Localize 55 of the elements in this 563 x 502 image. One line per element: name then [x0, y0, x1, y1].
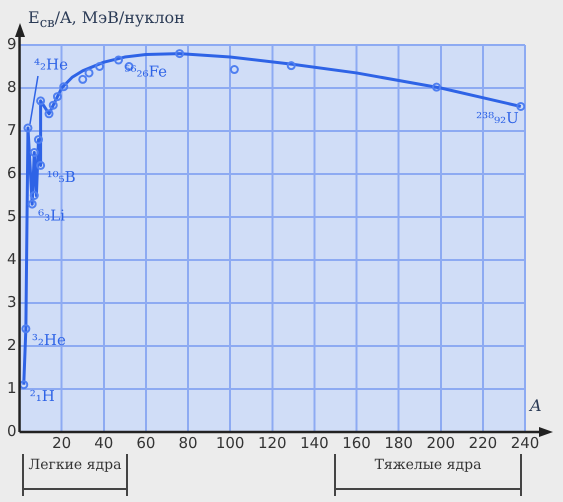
point — [230, 65, 239, 74]
y-tick-label: 9 — [6, 34, 17, 53]
y-tick-label: 6 — [6, 164, 17, 182]
point — [36, 96, 46, 106]
x-tick-label: 100 — [216, 434, 244, 452]
point — [48, 100, 58, 110]
point — [95, 62, 104, 71]
point — [114, 56, 124, 65]
annotation: ²₁H — [30, 387, 55, 406]
x-tick-label: 200 — [426, 434, 456, 452]
y-tick-label: 4 — [6, 250, 17, 268]
y-tick-label: 0 — [6, 422, 17, 440]
point — [30, 191, 39, 200]
point — [44, 109, 54, 118]
y-tick-label: 3 — [6, 292, 17, 311]
point — [78, 74, 88, 84]
y-tick-label: 2 — [6, 336, 17, 354]
x-tick-label: 160 — [342, 434, 371, 452]
annotation: ⁵⁶₂₆Fe — [124, 62, 168, 80]
x-tick-label: 240 — [510, 434, 540, 452]
annotation: ³₂He — [32, 331, 66, 350]
text: Тяжелые ядра — [374, 457, 482, 473]
x-tick-label: 20 — [52, 434, 72, 452]
y-tick-label: 5 — [6, 206, 17, 225]
x-tick-label: 220 — [468, 434, 498, 452]
x-tick-label: 140 — [300, 434, 329, 452]
point — [34, 135, 43, 144]
y-tick-label: 1 — [6, 378, 17, 397]
point — [59, 82, 68, 92]
annotation: ¹⁰₅B — [46, 168, 76, 186]
y-axis-title: E$_{св}$/A, МэВ/нуклон — [28, 8, 185, 32]
point — [28, 200, 37, 209]
annotation: ²³⁸₉₂U — [476, 108, 519, 127]
x-tick-label: 180 — [384, 434, 413, 452]
point — [20, 380, 28, 390]
point — [432, 82, 442, 92]
text: Легкие ядра — [28, 457, 122, 473]
point — [21, 324, 30, 334]
annotation: ⁴₂He — [34, 55, 68, 74]
point — [23, 123, 32, 132]
point — [30, 148, 39, 157]
x-tick-label: 40 — [94, 434, 114, 452]
point — [36, 160, 46, 170]
y-tick-label: 8 — [6, 78, 17, 96]
point — [84, 68, 94, 78]
x-tick-label: 120 — [258, 434, 287, 452]
annotation: ⁶₃Li — [38, 206, 66, 224]
x-tick-label: 60 — [136, 434, 156, 452]
y-tick-label: 7 — [6, 120, 17, 139]
x-tick-label: 80 — [178, 434, 198, 452]
point — [175, 49, 184, 58]
point — [52, 92, 62, 102]
point — [286, 61, 296, 70]
point — [516, 102, 525, 111]
x-axis-title: A — [530, 396, 542, 415]
